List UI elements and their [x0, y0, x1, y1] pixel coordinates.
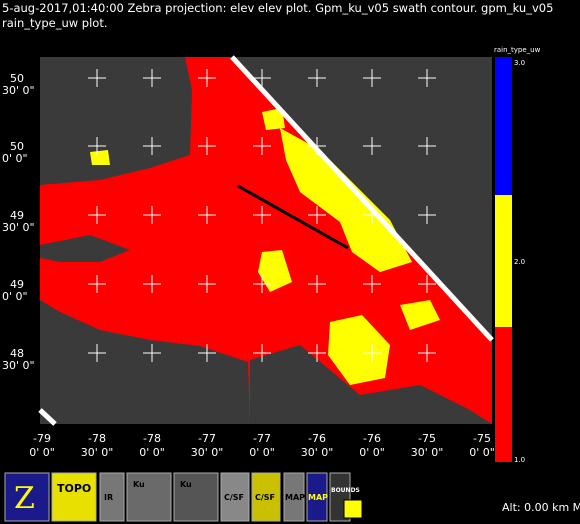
y-label: 48 [10, 347, 24, 360]
swath-edge [230, 55, 494, 342]
y-label: 0' 0" [2, 152, 28, 165]
rain-convective [258, 250, 292, 292]
rain-stratiform [40, 57, 492, 424]
y-label: 49 [10, 278, 24, 291]
icon-label: Z [14, 481, 35, 516]
header-line: 5-aug-2017,01:40:00 Zebra projection: el… [2, 1, 553, 15]
x-label: -78 [88, 432, 106, 445]
y-label: 30' 0" [2, 221, 35, 234]
x-label: 30' 0" [81, 446, 114, 459]
icon-label: BOUNDS [331, 487, 360, 494]
x-label: 0' 0" [139, 446, 165, 459]
no-rain [250, 345, 492, 424]
y-label: 50 [10, 72, 24, 85]
ku-icon[interactable] [173, 472, 219, 522]
colorbar-segment [495, 327, 512, 462]
y-label: 0' 0" [2, 290, 28, 303]
zebra-icon[interactable] [4, 472, 50, 522]
x-label: 30' 0" [191, 446, 224, 459]
y-label: 49 [10, 209, 24, 222]
icon-label: Ku [133, 480, 145, 489]
plot-area [38, 55, 494, 426]
icon-label: C/SF [224, 493, 244, 502]
x-label: 0' 0" [29, 446, 55, 459]
icon-label: Ku [180, 480, 192, 489]
ir-icon[interactable] [99, 472, 125, 522]
x-label: 30' 0" [301, 446, 334, 459]
x-label: -75 [473, 432, 491, 445]
icon-label: TOPO [57, 482, 91, 495]
map-icon[interactable] [306, 472, 328, 522]
x-label: 0' 0" [249, 446, 275, 459]
x-label: -78 [143, 432, 161, 445]
grid-crosses [88, 69, 436, 362]
header-line: rain_type_uw plot. [2, 16, 108, 30]
altitude: Alt: 0.00 km MSL [502, 501, 580, 514]
x-label: -77 [198, 432, 216, 445]
colorbar-tick: 1.0 [514, 456, 525, 464]
colorbar-tick: 3.0 [514, 59, 525, 67]
no-rain [40, 235, 130, 262]
x-label: -76 [308, 432, 326, 445]
colorbar-segment [495, 195, 512, 327]
icon-label: MAP [285, 493, 305, 502]
rain-convective [90, 150, 110, 165]
rain-convective [280, 128, 412, 272]
x-label: -77 [253, 432, 271, 445]
y-label: 30' 0" [2, 84, 35, 97]
ku-icon[interactable] [126, 472, 172, 522]
colorbar-title: rain_type_uw [494, 46, 541, 54]
colorbar-segment [495, 57, 512, 195]
grid-icon[interactable] [343, 499, 363, 519]
y-label: 30' 0" [2, 359, 35, 372]
rain-convective [328, 315, 390, 385]
y-label: 50 [10, 140, 24, 153]
rain-convective [262, 108, 285, 130]
colorbar-tick: 2.0 [514, 258, 525, 266]
x-label: 0' 0" [359, 446, 385, 459]
icon-label: IR [104, 493, 113, 502]
icon-label: C/SF [255, 493, 275, 502]
colorbar: rain_type_uw 3.0 2.0 1.0 [494, 46, 541, 464]
swath-edge [38, 408, 57, 426]
map-icon[interactable] [283, 472, 305, 522]
x-label: 30' 0" [411, 446, 444, 459]
csf-icon[interactable] [220, 472, 250, 522]
x-label: -76 [363, 432, 381, 445]
x-label: 0' 0" [469, 446, 495, 459]
rain-convective [400, 300, 440, 330]
csf-icon[interactable] [251, 472, 281, 522]
topo-icon[interactable] [51, 472, 97, 522]
toolbar: Z TOPO IR Ku Ku C/SF C/SF MAP MAP BOUNDS [4, 472, 363, 522]
track-line [237, 184, 349, 250]
x-label: -75 [418, 432, 436, 445]
icon-label: MAP [308, 493, 328, 502]
x-label: -79 [33, 432, 51, 445]
